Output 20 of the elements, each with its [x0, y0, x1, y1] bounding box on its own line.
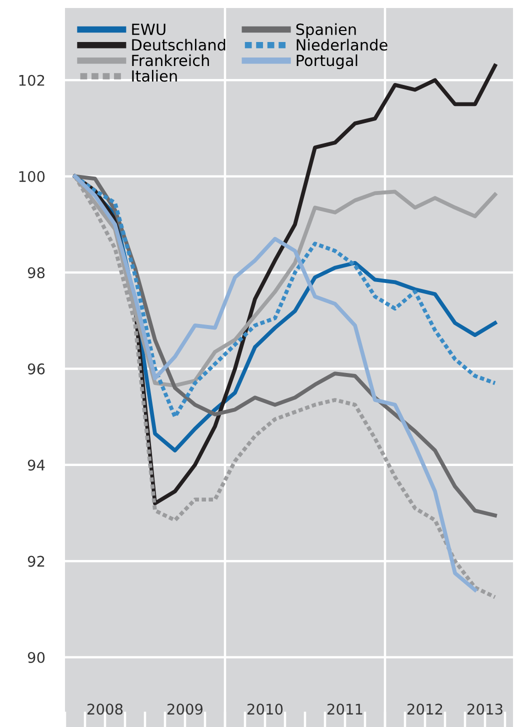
y-tick-label: 102 — [19, 74, 44, 86]
legend-label: Niederlande — [296, 38, 388, 51]
y-tick-label: 98 — [28, 267, 45, 278]
y-tick-label: 90 — [28, 652, 45, 664]
y-tick-label: 100 — [19, 171, 45, 182]
legend-label: Deutschland — [132, 38, 226, 51]
x-tick-label: 2010 — [248, 704, 283, 715]
x-tick-label: 2011 — [328, 704, 362, 715]
x-tick-label: 2008 — [88, 704, 123, 715]
legend-label: Spanien — [296, 23, 356, 38]
x-tick-label: 2009 — [168, 704, 203, 715]
x-tick-label: 2013 — [468, 704, 502, 715]
legend-label: Portugal — [296, 54, 358, 70]
y-tick-label: 96 — [28, 363, 45, 374]
legend-label: Italien — [132, 70, 177, 82]
y-tick-label: 94 — [28, 460, 45, 471]
legend-label: Frankreich — [132, 54, 209, 66]
y-tick-label: 92 — [28, 556, 44, 567]
x-tick-label: 2012 — [408, 704, 442, 715]
legend-label: EWU — [132, 24, 166, 36]
